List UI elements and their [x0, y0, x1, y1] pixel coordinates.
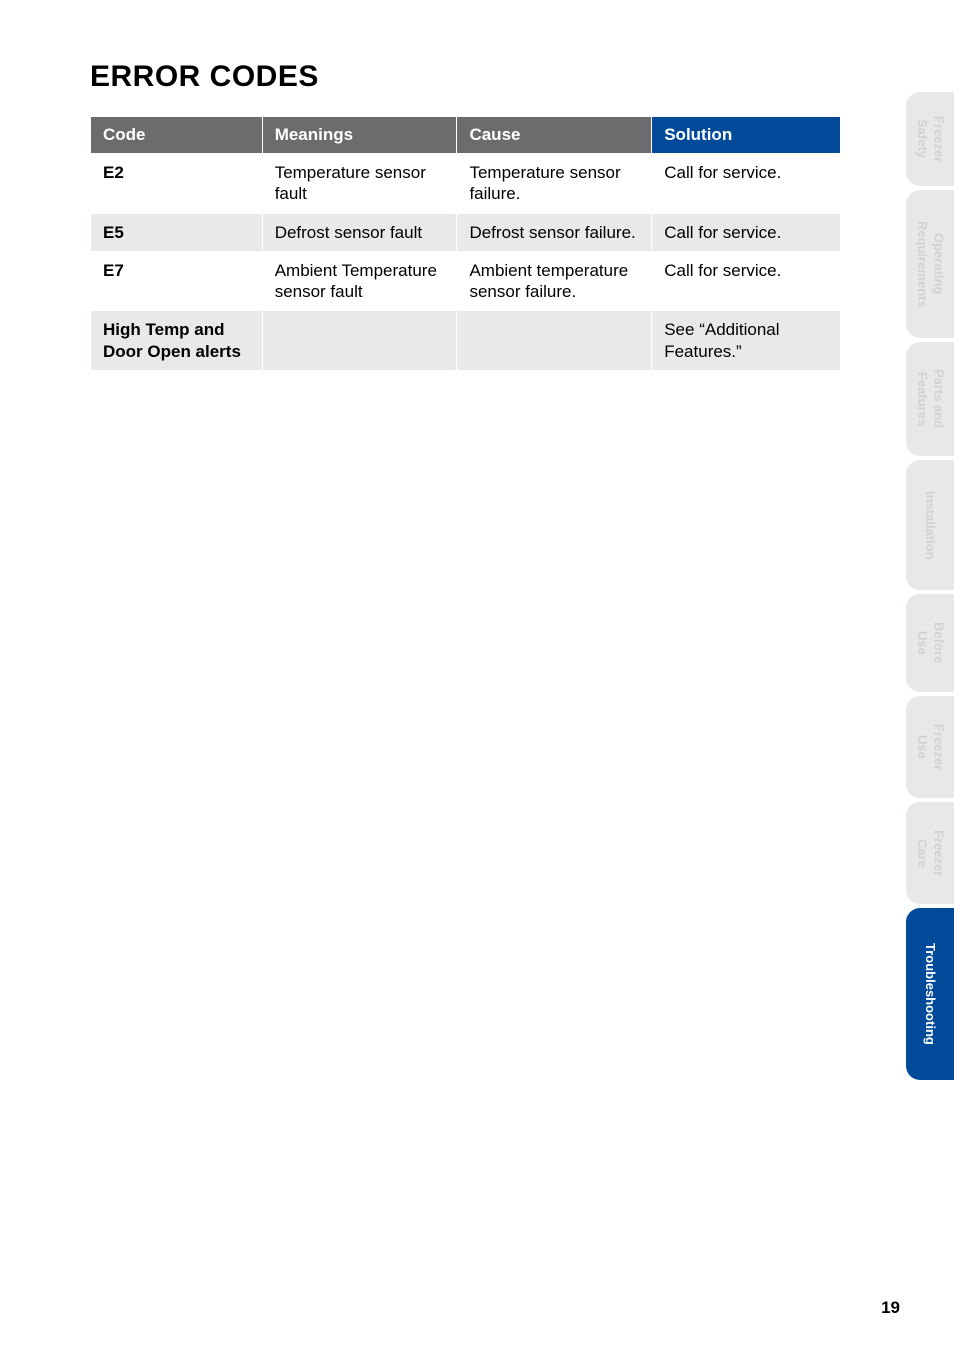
cell-code: E2	[91, 154, 263, 214]
table-row: High Temp and Door Open alerts See “Addit…	[91, 311, 841, 371]
cell-solution: Call for service.	[652, 213, 841, 251]
cell-cause: Defrost sensor failure.	[457, 213, 652, 251]
section-tab[interactable]: Parts and Features	[906, 342, 954, 456]
section-tabs-sidebar: Freezer SafetyOperating RequirementsPart…	[906, 92, 954, 1080]
cell-meanings: Temperature sensor fault	[262, 154, 457, 214]
col-header-meanings: Meanings	[262, 117, 457, 154]
cell-solution: Call for service.	[652, 154, 841, 214]
table-row: E2Temperature sensor faultTemperature se…	[91, 154, 841, 214]
col-header-code: Code	[91, 117, 263, 154]
cell-meanings: Ambient Temperature sensor fault	[262, 251, 457, 311]
cell-cause: Ambient temperature sensor failure.	[457, 251, 652, 311]
table-header-row: Code Meanings Cause Solution	[91, 117, 841, 154]
page-number: 19	[881, 1298, 900, 1318]
col-header-solution: Solution	[652, 117, 841, 154]
section-tab[interactable]: Freezer Safety	[906, 92, 954, 186]
cell-cause: Temperature sensor failure.	[457, 154, 652, 214]
cell-cause	[457, 311, 652, 371]
section-tab[interactable]: Installation	[906, 460, 954, 590]
section-tab[interactable]: Troubleshooting	[906, 908, 954, 1080]
cell-meanings: Defrost sensor fault	[262, 213, 457, 251]
cell-code: E7	[91, 251, 263, 311]
table-row: E5Defrost sensor faultDefrost sensor fai…	[91, 213, 841, 251]
error-codes-table: Code Meanings Cause Solution E2Temperatu…	[90, 116, 841, 371]
section-tab[interactable]: Freezer Care	[906, 802, 954, 904]
cell-solution: Call for service.	[652, 251, 841, 311]
cell-meanings	[262, 311, 457, 371]
table-row: E7Ambient Temperature sensor faultAmbien…	[91, 251, 841, 311]
section-tab[interactable]: Freezer Use	[906, 696, 954, 798]
cell-code: E5	[91, 213, 263, 251]
cell-solution: See “Additional Features.”	[652, 311, 841, 371]
section-tab[interactable]: Operating Requirements	[906, 190, 954, 338]
page-heading: ERROR CODES	[90, 60, 954, 94]
col-header-cause: Cause	[457, 117, 652, 154]
cell-code: High Temp and Door Open alerts	[91, 311, 263, 371]
section-tab[interactable]: Before Use	[906, 594, 954, 692]
